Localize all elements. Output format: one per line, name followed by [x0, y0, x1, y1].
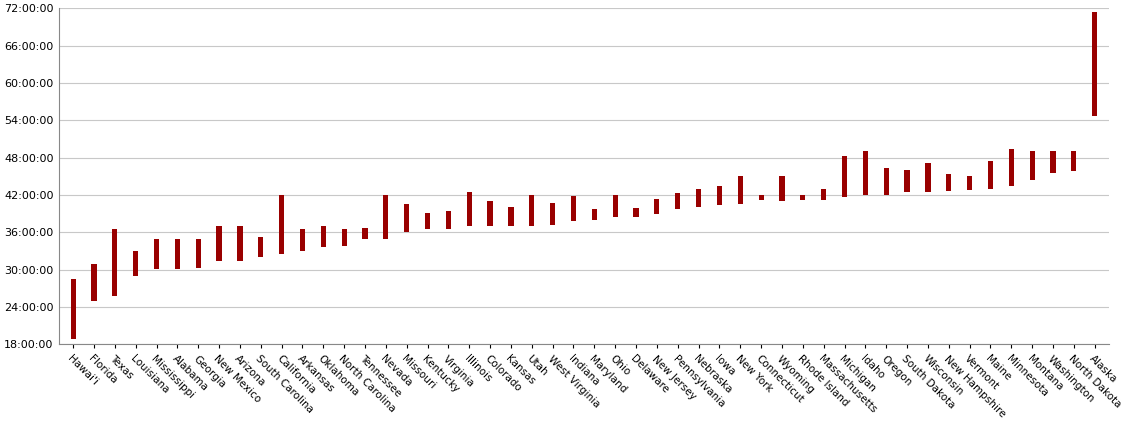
Bar	[70, 280, 76, 339]
Bar	[717, 186, 722, 205]
Bar	[1072, 151, 1076, 170]
Bar	[341, 229, 347, 246]
Bar	[321, 226, 326, 247]
Bar	[780, 176, 784, 201]
Bar	[613, 195, 617, 217]
Bar	[654, 199, 659, 214]
Bar	[988, 161, 994, 189]
Bar	[1030, 151, 1034, 180]
Bar	[279, 195, 284, 254]
Bar	[445, 211, 451, 229]
Bar	[196, 239, 201, 267]
Bar	[591, 209, 597, 220]
Bar	[821, 190, 826, 200]
Bar	[946, 174, 952, 191]
Bar	[675, 193, 680, 209]
Bar	[550, 203, 555, 225]
Bar	[884, 168, 888, 195]
Bar	[529, 195, 535, 226]
Bar	[966, 176, 972, 190]
Bar	[154, 239, 159, 269]
Bar	[800, 195, 806, 201]
Bar	[112, 229, 118, 296]
Bar	[862, 151, 868, 195]
Bar	[300, 229, 305, 251]
Bar	[758, 195, 764, 200]
Bar	[363, 228, 367, 239]
Bar	[904, 170, 910, 192]
Bar	[237, 226, 242, 261]
Bar	[633, 209, 639, 217]
Bar	[1008, 149, 1014, 186]
Bar	[571, 196, 576, 221]
Bar	[1092, 12, 1098, 116]
Bar	[842, 156, 847, 197]
Bar	[133, 251, 138, 277]
Bar	[696, 189, 701, 207]
Bar	[174, 239, 180, 269]
Bar	[404, 203, 409, 233]
Bar	[92, 264, 96, 301]
Bar	[926, 163, 930, 192]
Bar	[467, 192, 471, 226]
Bar	[1050, 151, 1056, 173]
Bar	[383, 195, 389, 239]
Bar	[425, 213, 431, 229]
Bar	[216, 226, 222, 261]
Bar	[487, 201, 493, 226]
Bar	[738, 176, 743, 204]
Bar	[509, 207, 513, 226]
Bar	[258, 237, 263, 257]
